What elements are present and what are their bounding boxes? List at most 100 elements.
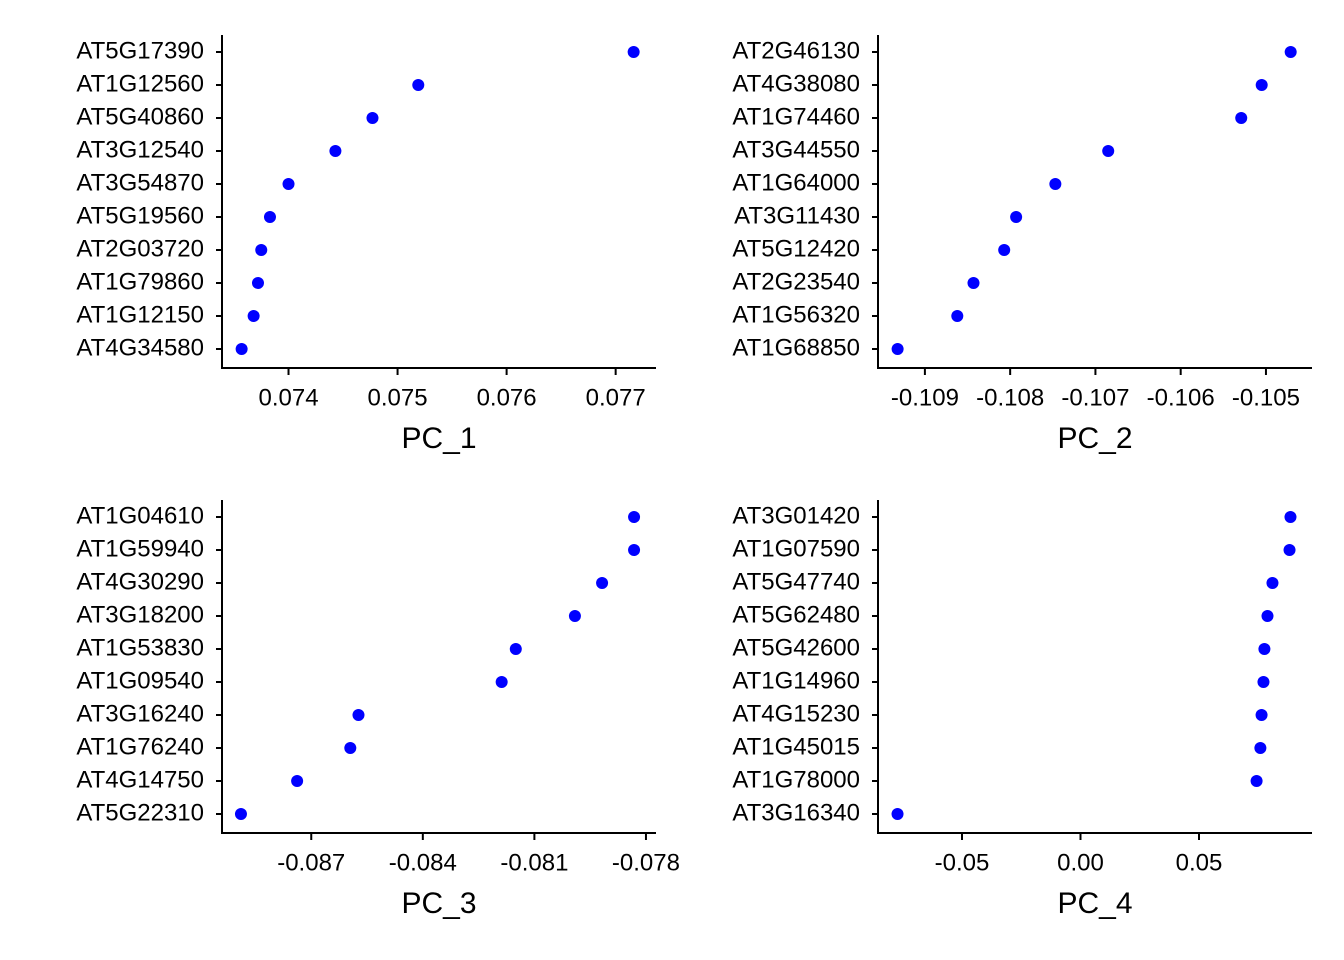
dot — [255, 244, 268, 256]
y-tick-label: AT1G45015 — [732, 733, 860, 760]
dot — [352, 709, 365, 721]
x-tick-label: -0.108 — [976, 384, 1044, 411]
x-tick-label: -0.087 — [277, 849, 345, 876]
y-tick-label: AT5G22310 — [76, 799, 204, 826]
x-tick-label: 0.075 — [368, 384, 428, 411]
y-tick-label: AT3G12540 — [76, 136, 204, 163]
dot — [235, 343, 248, 355]
y-tick-label: AT4G15230 — [732, 700, 860, 727]
y-tick-label: AT3G11430 — [734, 202, 860, 229]
y-tick-label: AT1G12150 — [76, 301, 204, 328]
x-tick-label: 0.077 — [586, 384, 646, 411]
y-tick-label: AT1G53830 — [76, 634, 204, 661]
y-tick-label: AT3G16340 — [732, 799, 860, 826]
y-tick-label: AT5G40860 — [76, 103, 204, 130]
x-tick-label: -0.109 — [891, 384, 959, 411]
dot — [1283, 544, 1296, 556]
dot — [951, 310, 964, 322]
y-tick-label: AT1G76240 — [76, 733, 204, 760]
y-tick-label: AT1G78000 — [732, 766, 860, 793]
dot — [967, 277, 980, 289]
dot — [263, 211, 276, 223]
dot — [1257, 676, 1270, 688]
dot — [282, 178, 295, 190]
dot — [251, 277, 264, 289]
y-tick-label: AT3G44550 — [732, 136, 860, 163]
y-tick-label: AT4G34580 — [76, 334, 204, 361]
dot — [234, 808, 247, 820]
y-tick-label: AT1G56320 — [732, 301, 860, 328]
dot — [509, 643, 522, 655]
x-axis-title: PC_2 — [1057, 422, 1132, 455]
x-tick-label: -0.081 — [500, 849, 568, 876]
dot — [1254, 742, 1267, 754]
dot — [1266, 577, 1279, 589]
y-tick-label: AT4G30290 — [76, 568, 204, 595]
dot — [495, 676, 508, 688]
x-tick-label: -0.05 — [935, 849, 990, 876]
y-tick-label: AT2G23540 — [732, 268, 860, 295]
dot — [628, 544, 641, 556]
dot — [1261, 610, 1274, 622]
x-tick-label: 0.05 — [1176, 849, 1223, 876]
x-tick-label: 0.074 — [258, 384, 318, 411]
y-tick-label: AT1G07590 — [732, 535, 860, 562]
y-tick-label: AT4G38080 — [732, 70, 860, 97]
dot — [998, 244, 1011, 256]
y-tick-label: AT3G54870 — [76, 169, 204, 196]
dot — [1010, 211, 1023, 223]
y-tick-label: AT3G01420 — [732, 502, 860, 529]
y-tick-label: AT1G04610 — [76, 502, 204, 529]
dot — [891, 343, 904, 355]
y-tick-label: AT1G74460 — [732, 103, 860, 130]
x-axis-title: PC_3 — [401, 887, 476, 920]
y-tick-label: AT1G79860 — [76, 268, 204, 295]
y-tick-label: AT5G12420 — [732, 235, 860, 262]
y-tick-label: AT1G12560 — [76, 70, 204, 97]
y-tick-label: AT3G16240 — [76, 700, 204, 727]
y-tick-label: AT5G19560 — [76, 202, 204, 229]
dot — [1235, 112, 1248, 124]
dot — [329, 145, 342, 157]
dot — [1049, 178, 1062, 190]
y-tick-label: AT1G09540 — [76, 667, 204, 694]
y-tick-label: AT2G46130 — [732, 37, 860, 64]
y-tick-label: AT1G64000 — [732, 169, 860, 196]
y-tick-label: AT1G68850 — [732, 334, 860, 361]
dot — [1255, 709, 1268, 721]
dot — [568, 610, 581, 622]
dot — [1250, 775, 1263, 787]
y-tick-label: AT3G18200 — [76, 601, 204, 628]
x-tick-label: 0.00 — [1057, 849, 1104, 876]
y-tick-label: AT5G17390 — [76, 37, 204, 64]
y-tick-label: AT4G14750 — [76, 766, 204, 793]
x-tick-label: -0.107 — [1061, 384, 1129, 411]
x-axis-title: PC_4 — [1057, 887, 1132, 920]
dot — [412, 79, 425, 91]
y-tick-label: AT1G59940 — [76, 535, 204, 562]
dot — [291, 775, 304, 787]
dot — [1102, 145, 1115, 157]
dot — [1284, 511, 1297, 523]
y-tick-label: AT5G62480 — [732, 601, 860, 628]
dot — [366, 112, 379, 124]
dot — [596, 577, 609, 589]
dot — [344, 742, 357, 754]
x-tick-label: -0.078 — [612, 849, 680, 876]
dot — [1255, 79, 1268, 91]
dot — [628, 511, 641, 523]
dot — [627, 46, 640, 58]
dot — [1284, 46, 1297, 58]
x-tick-label: 0.076 — [477, 384, 537, 411]
dot — [1258, 643, 1271, 655]
x-axis-title: PC_1 — [401, 422, 476, 455]
x-tick-label: -0.084 — [389, 849, 457, 876]
dot — [247, 310, 260, 322]
y-tick-label: AT5G42600 — [732, 634, 860, 661]
y-tick-label: AT2G03720 — [76, 235, 204, 262]
x-tick-label: -0.105 — [1232, 384, 1300, 411]
x-tick-label: -0.106 — [1147, 384, 1215, 411]
y-tick-label: AT5G47740 — [732, 568, 860, 595]
